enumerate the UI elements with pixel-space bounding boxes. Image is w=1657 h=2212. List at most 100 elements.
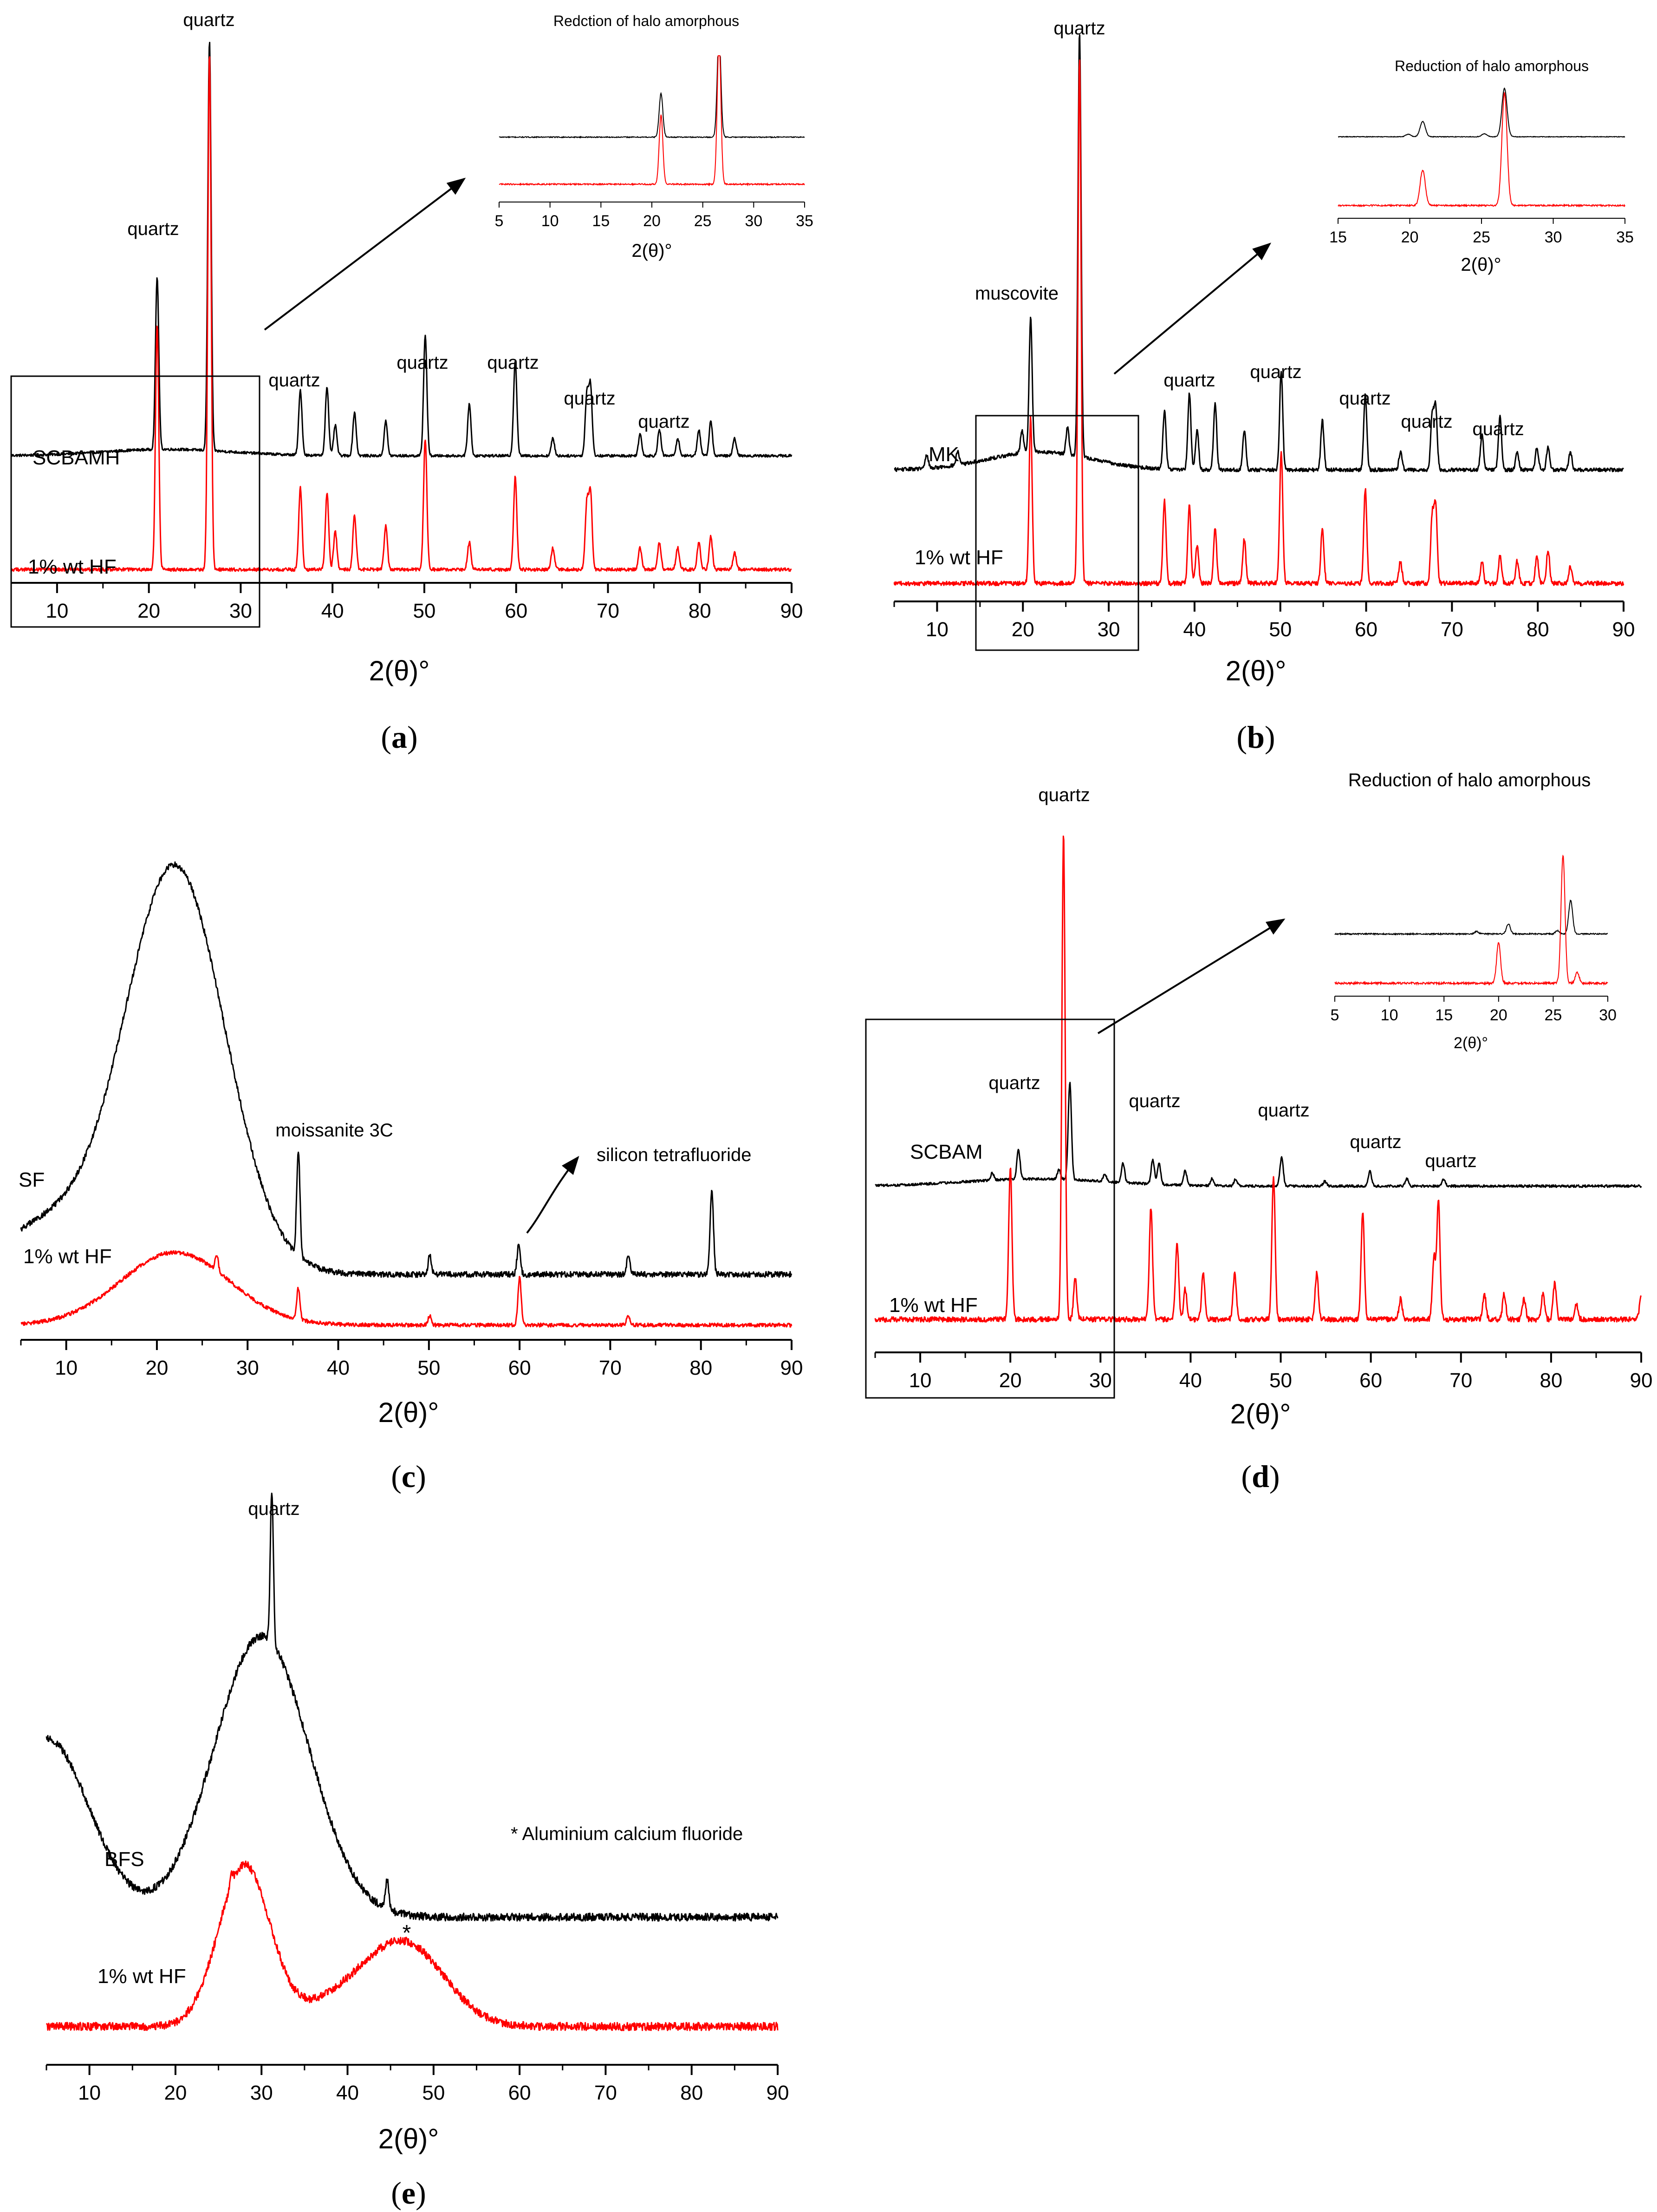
annot-quartz-e: quartz <box>248 1499 299 1519</box>
panel-caption-e: (e) <box>391 2175 426 2211</box>
inset-d: Reduction of halo amorphous 5 10 15 20 25 30 … <box>1331 770 1617 1052</box>
x-tick-label-c-70: 70 <box>599 1357 622 1379</box>
inset-line-a-raw <box>499 55 805 139</box>
x-tick-label-d-60: 60 <box>1359 1369 1382 1392</box>
annot-quartz-a5: quartz <box>487 352 539 373</box>
silicon-tetrafluoride-pointer <box>526 1155 579 1234</box>
inset-line-d-raw <box>1334 899 1608 936</box>
x-tick-label-c-40: 40 <box>327 1357 350 1379</box>
x-tick-label-a-70: 70 <box>597 600 619 622</box>
x-tick-label-b-30: 30 <box>1098 618 1120 641</box>
annot-quartz-b6: quartz <box>1472 419 1524 439</box>
x-tick-label-b-70: 70 <box>1441 618 1463 641</box>
series-label-bfs: BFS <box>104 1848 144 1871</box>
x-axis-label-c: 2(θ)° <box>378 1397 439 1428</box>
series-label-hf-c: 1% wt HF <box>23 1245 112 1268</box>
annot-quartz-b4: quartz <box>1339 388 1391 409</box>
inset-tick-label-a-25: 25 <box>694 212 712 230</box>
inset-xlabel-d: 2(θ)° <box>1454 1034 1488 1052</box>
x-tick-label-e-40: 40 <box>336 2081 359 2104</box>
inset-line-d-hf <box>1334 855 1608 986</box>
x-tick-label-e-60: 60 <box>508 2081 531 2104</box>
x-axis-label-d: 2(θ)° <box>1230 1398 1291 1429</box>
annot-quartz-d3: quartz <box>1129 1091 1180 1111</box>
x-tick-label-c-20: 20 <box>145 1357 168 1379</box>
inset-line-b-raw <box>1338 87 1625 138</box>
inset-tick-label-d-5: 5 <box>1331 1006 1339 1024</box>
x-tick-label-b-40: 40 <box>1183 618 1206 641</box>
inset-title-d: Reduction of halo amorphous <box>1348 770 1591 790</box>
annot-silicon-tetrafluoride: silicon tetrafluoride <box>597 1145 752 1165</box>
inset-tick-label-b-30: 30 <box>1545 228 1562 246</box>
x-tick-label-e-90: 90 <box>767 2081 789 2104</box>
panel-caption-d: (d) <box>1241 1459 1280 1494</box>
series-label-hf-a: 1% wt HF <box>28 555 117 578</box>
x-tick-label-c-80: 80 <box>689 1357 712 1379</box>
x-tick-label-d-30: 30 <box>1089 1369 1112 1392</box>
zoom-arrow-a <box>264 177 466 331</box>
panel-caption-b: (b) <box>1236 719 1275 755</box>
annot-quartz-d5: quartz <box>1350 1132 1401 1152</box>
panel-d: 10 20 30 40 50 60 70 80 90 2(θ)° SCBAM 1% wt HF … <box>865 770 1652 1494</box>
panel-e: 10 20 30 40 50 60 70 80 90 2(θ)° BFS 1% wt HF qu… <box>45 1493 789 2211</box>
x-tick-label-e-80: 80 <box>680 2081 703 2104</box>
x-axis-label-b: 2(θ)° <box>1226 655 1287 686</box>
annot-moissanite: moissanite 3C <box>275 1120 393 1141</box>
inset-a: Redction of halo amorphous 5 10 15 20 25 30 35… <box>495 13 813 261</box>
panel-caption-a: (a) <box>381 719 417 755</box>
series-line-c-raw <box>20 861 793 1278</box>
inset-tick-label-d-20: 20 <box>1490 1006 1508 1024</box>
annot-muscovite-b: muscovite <box>975 283 1059 304</box>
inset-tick-label-d-25: 25 <box>1544 1006 1562 1024</box>
annot-quartz-a7: quartz <box>638 411 689 432</box>
x-tick-label-a-40: 40 <box>321 600 344 622</box>
inset-xlabel-a: 2(θ)° <box>631 241 672 261</box>
panel-c: 10 20 30 40 50 60 70 80 90 2(θ)° SF 1% wt HF moi… <box>19 861 803 1494</box>
annot-quartz-a3: quartz <box>268 370 320 391</box>
series-line-b-hf <box>893 59 1625 587</box>
x-tick-label-c-60: 60 <box>508 1357 531 1379</box>
inset-tick-label-a-35: 35 <box>796 212 813 230</box>
inset-tick-label-b-20: 20 <box>1401 228 1419 246</box>
inset-tick-label-b-35: 35 <box>1616 228 1634 246</box>
x-tick-label-b-80: 80 <box>1527 618 1549 641</box>
annot-quartz-a4: quartz <box>396 352 448 373</box>
x-tick-label-c-30: 30 <box>236 1357 259 1379</box>
zoom-arrow-b <box>1113 242 1272 375</box>
annot-asterisk-e: * <box>403 1921 411 1945</box>
x-tick-label-e-30: 30 <box>250 2081 273 2104</box>
zoom-box-a <box>10 375 260 628</box>
inset-tick-label-a-15: 15 <box>592 212 610 230</box>
series-label-scbam: SCBAM <box>910 1141 982 1163</box>
x-tick-label-b-90: 90 <box>1612 618 1635 641</box>
x-tick-label-e-50: 50 <box>422 2081 445 2104</box>
x-tick-label-c-50: 50 <box>417 1357 440 1379</box>
series-label-scbamh: SCBAMH <box>32 446 120 469</box>
x-tick-label-a-60: 60 <box>505 600 527 622</box>
panel-a: 10 20 30 40 50 60 70 80 90 2(θ)° SCBAMH 1% wt HF… <box>10 10 813 755</box>
zoom-arrow-d <box>1097 918 1286 1034</box>
annot-quartz-d2: quartz <box>988 1073 1040 1093</box>
x-tick-label-d-50: 50 <box>1269 1369 1292 1392</box>
x-tick-label-d-80: 80 <box>1540 1369 1562 1392</box>
x-tick-label-a-50: 50 <box>413 600 435 622</box>
annot-aluminium-calcium-fluoride: * Aluminium calcium fluoride <box>511 1824 743 1844</box>
inset-tick-label-a-5: 5 <box>495 212 504 230</box>
inset-tick-label-a-30: 30 <box>745 212 762 230</box>
zoom-box-b <box>975 415 1139 651</box>
annot-quartz-d6: quartz <box>1425 1151 1476 1171</box>
inset-tick-label-a-10: 10 <box>541 212 559 230</box>
annot-quartz-b3: quartz <box>1250 362 1301 382</box>
inset-tick-label-a-20: 20 <box>643 212 661 230</box>
series-line-e-hf <box>45 1860 779 2031</box>
series-label-sf: SF <box>19 1168 45 1191</box>
annot-quartz-d4: quartz <box>1258 1100 1309 1121</box>
series-line-a-hf <box>11 56 792 572</box>
series-label-hf-b: 1% wt HF <box>915 546 1003 569</box>
inset-xlabel-b: 2(θ)° <box>1461 254 1501 275</box>
inset-tick-label-d-30: 30 <box>1599 1006 1617 1024</box>
series-label-mk: MK <box>929 443 959 466</box>
inset-tick-label-b-25: 25 <box>1473 228 1490 246</box>
series-line-c-hf <box>20 1250 793 1328</box>
